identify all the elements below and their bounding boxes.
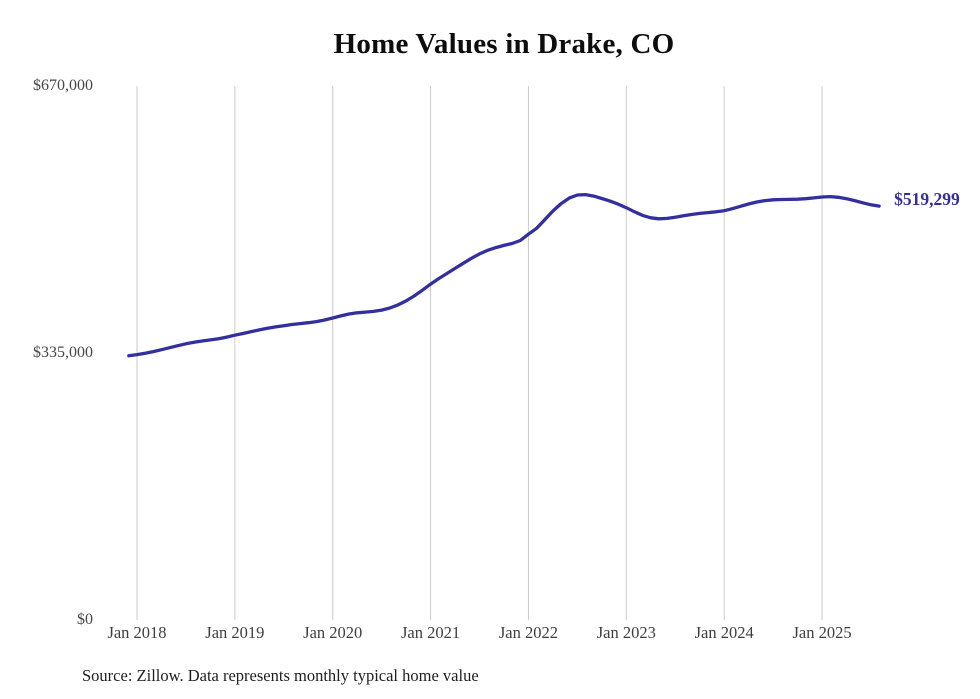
x-axis-label: Jan 2025 xyxy=(792,623,852,642)
x-axis-label: Jan 2020 xyxy=(303,623,363,642)
series-end-value-label: $519,299 xyxy=(894,189,960,210)
x-axis-label: Jan 2023 xyxy=(596,623,656,642)
y-axis-label: $0 xyxy=(77,611,93,628)
y-axis-label: $670,000 xyxy=(33,77,93,94)
x-axis-label: Jan 2022 xyxy=(498,623,558,642)
gridlines xyxy=(136,86,823,620)
x-axis-label: Jan 2019 xyxy=(205,623,265,642)
chart-title: Home Values in Drake, CO xyxy=(333,28,675,60)
x-axis-label: Jan 2021 xyxy=(401,623,461,642)
x-axis-label: Jan 2024 xyxy=(694,623,754,642)
home-value-line-series xyxy=(127,192,881,358)
y-axis-label: $335,000 xyxy=(33,344,93,361)
x-axis-label: Jan 2018 xyxy=(107,623,167,642)
source-note: Source: Zillow. Data represents monthly … xyxy=(82,666,479,685)
